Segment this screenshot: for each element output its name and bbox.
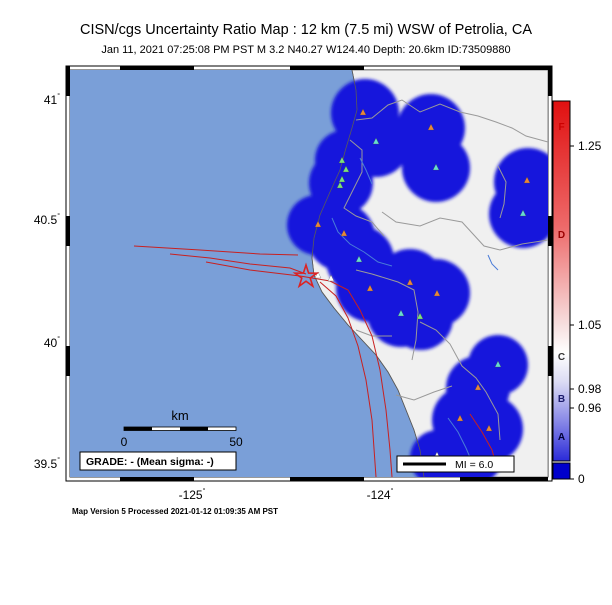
station-triangle-white bbox=[314, 271, 322, 279]
lat-label-39-5: 39.5° bbox=[34, 456, 60, 471]
colorbar: F D C B A 1.25 1.05 0.98 0.96 0 bbox=[552, 100, 602, 486]
station-triangle-orange bbox=[406, 278, 414, 286]
scale-bar-unit: km bbox=[171, 408, 188, 423]
scale-bar-min: 0 bbox=[121, 435, 128, 449]
scale-bar-max: 50 bbox=[229, 435, 243, 449]
station-triangle-cyan bbox=[355, 255, 363, 263]
colorbar-value-0-98: 0.98 bbox=[578, 382, 602, 396]
colorbar-letter-d: D bbox=[558, 230, 565, 241]
station-triangle-orange bbox=[433, 289, 441, 297]
grade-text: GRADE: - (Mean sigma: -) bbox=[86, 456, 214, 468]
lat-label-40: 40° bbox=[44, 335, 60, 350]
station-triangle-orange bbox=[366, 284, 374, 292]
station-triangle-orange bbox=[523, 176, 531, 184]
latitude-labels: 41° 40.5° 40° 39.5° bbox=[34, 92, 60, 471]
lat-label-41: 41° bbox=[44, 92, 60, 107]
mi-legend-label: MI = 6.0 bbox=[455, 459, 493, 471]
colorbar-letter-f: F bbox=[558, 122, 564, 133]
colorbar-value-1-25: 1.25 bbox=[578, 139, 602, 153]
station-triangle-green bbox=[336, 181, 344, 189]
station-triangle-orange bbox=[314, 220, 322, 228]
roads bbox=[343, 99, 548, 441]
map-footer: Map Version 5 Processed 2021-01-12 01:09… bbox=[72, 507, 279, 516]
grade-box bbox=[79, 451, 237, 471]
lat-label-40-5: 40.5° bbox=[34, 212, 60, 227]
colorbar-letter-c: C bbox=[558, 352, 565, 363]
mi-legend-box bbox=[396, 455, 515, 473]
frame-ticks bbox=[66, 66, 552, 481]
colorbar-value-1-05: 1.05 bbox=[578, 318, 602, 332]
lon-label-125: -125° bbox=[179, 487, 206, 502]
faults bbox=[133, 245, 499, 477]
station-triangle-orange bbox=[456, 414, 464, 422]
station-triangle-cyan bbox=[494, 360, 502, 368]
rivers bbox=[331, 157, 499, 463]
longitude-labels: -125° -124° bbox=[179, 487, 394, 502]
station-triangle-orange bbox=[474, 383, 482, 391]
station-triangle-cyan bbox=[397, 309, 405, 317]
coastline bbox=[311, 70, 425, 477]
scale-bar: km 0 50 bbox=[121, 408, 243, 449]
colorbar-value-0-96: 0.96 bbox=[578, 401, 602, 415]
station-triangle-green bbox=[338, 175, 346, 183]
epicenter-star bbox=[292, 262, 320, 289]
station-triangle-orange bbox=[359, 108, 367, 116]
station-triangle-orange bbox=[485, 424, 493, 432]
station-triangle-green bbox=[342, 165, 350, 173]
station-triangle-cyan bbox=[432, 163, 440, 171]
station-triangle-orange bbox=[427, 123, 435, 131]
station-triangle-cyan bbox=[372, 137, 380, 145]
station-triangle-orange bbox=[340, 229, 348, 237]
colorbar-value-0: 0 bbox=[578, 472, 585, 486]
colorbar-letter-a: A bbox=[558, 432, 565, 443]
station-triangle-green bbox=[338, 156, 346, 164]
lon-label-124: -124° bbox=[367, 487, 394, 502]
station-triangle-white bbox=[327, 274, 335, 282]
station-triangles bbox=[314, 108, 531, 459]
map-subtitle: Jan 11, 2021 07:25:08 PM PST M 3.2 N40.2… bbox=[101, 44, 511, 56]
map-title: CISN/cgs Uncertainty Ratio Map : 12 km (… bbox=[79, 22, 533, 38]
station-triangle-cyan bbox=[519, 209, 527, 217]
colorbar-letter-b: B bbox=[558, 394, 565, 405]
station-triangle-green bbox=[416, 312, 424, 320]
